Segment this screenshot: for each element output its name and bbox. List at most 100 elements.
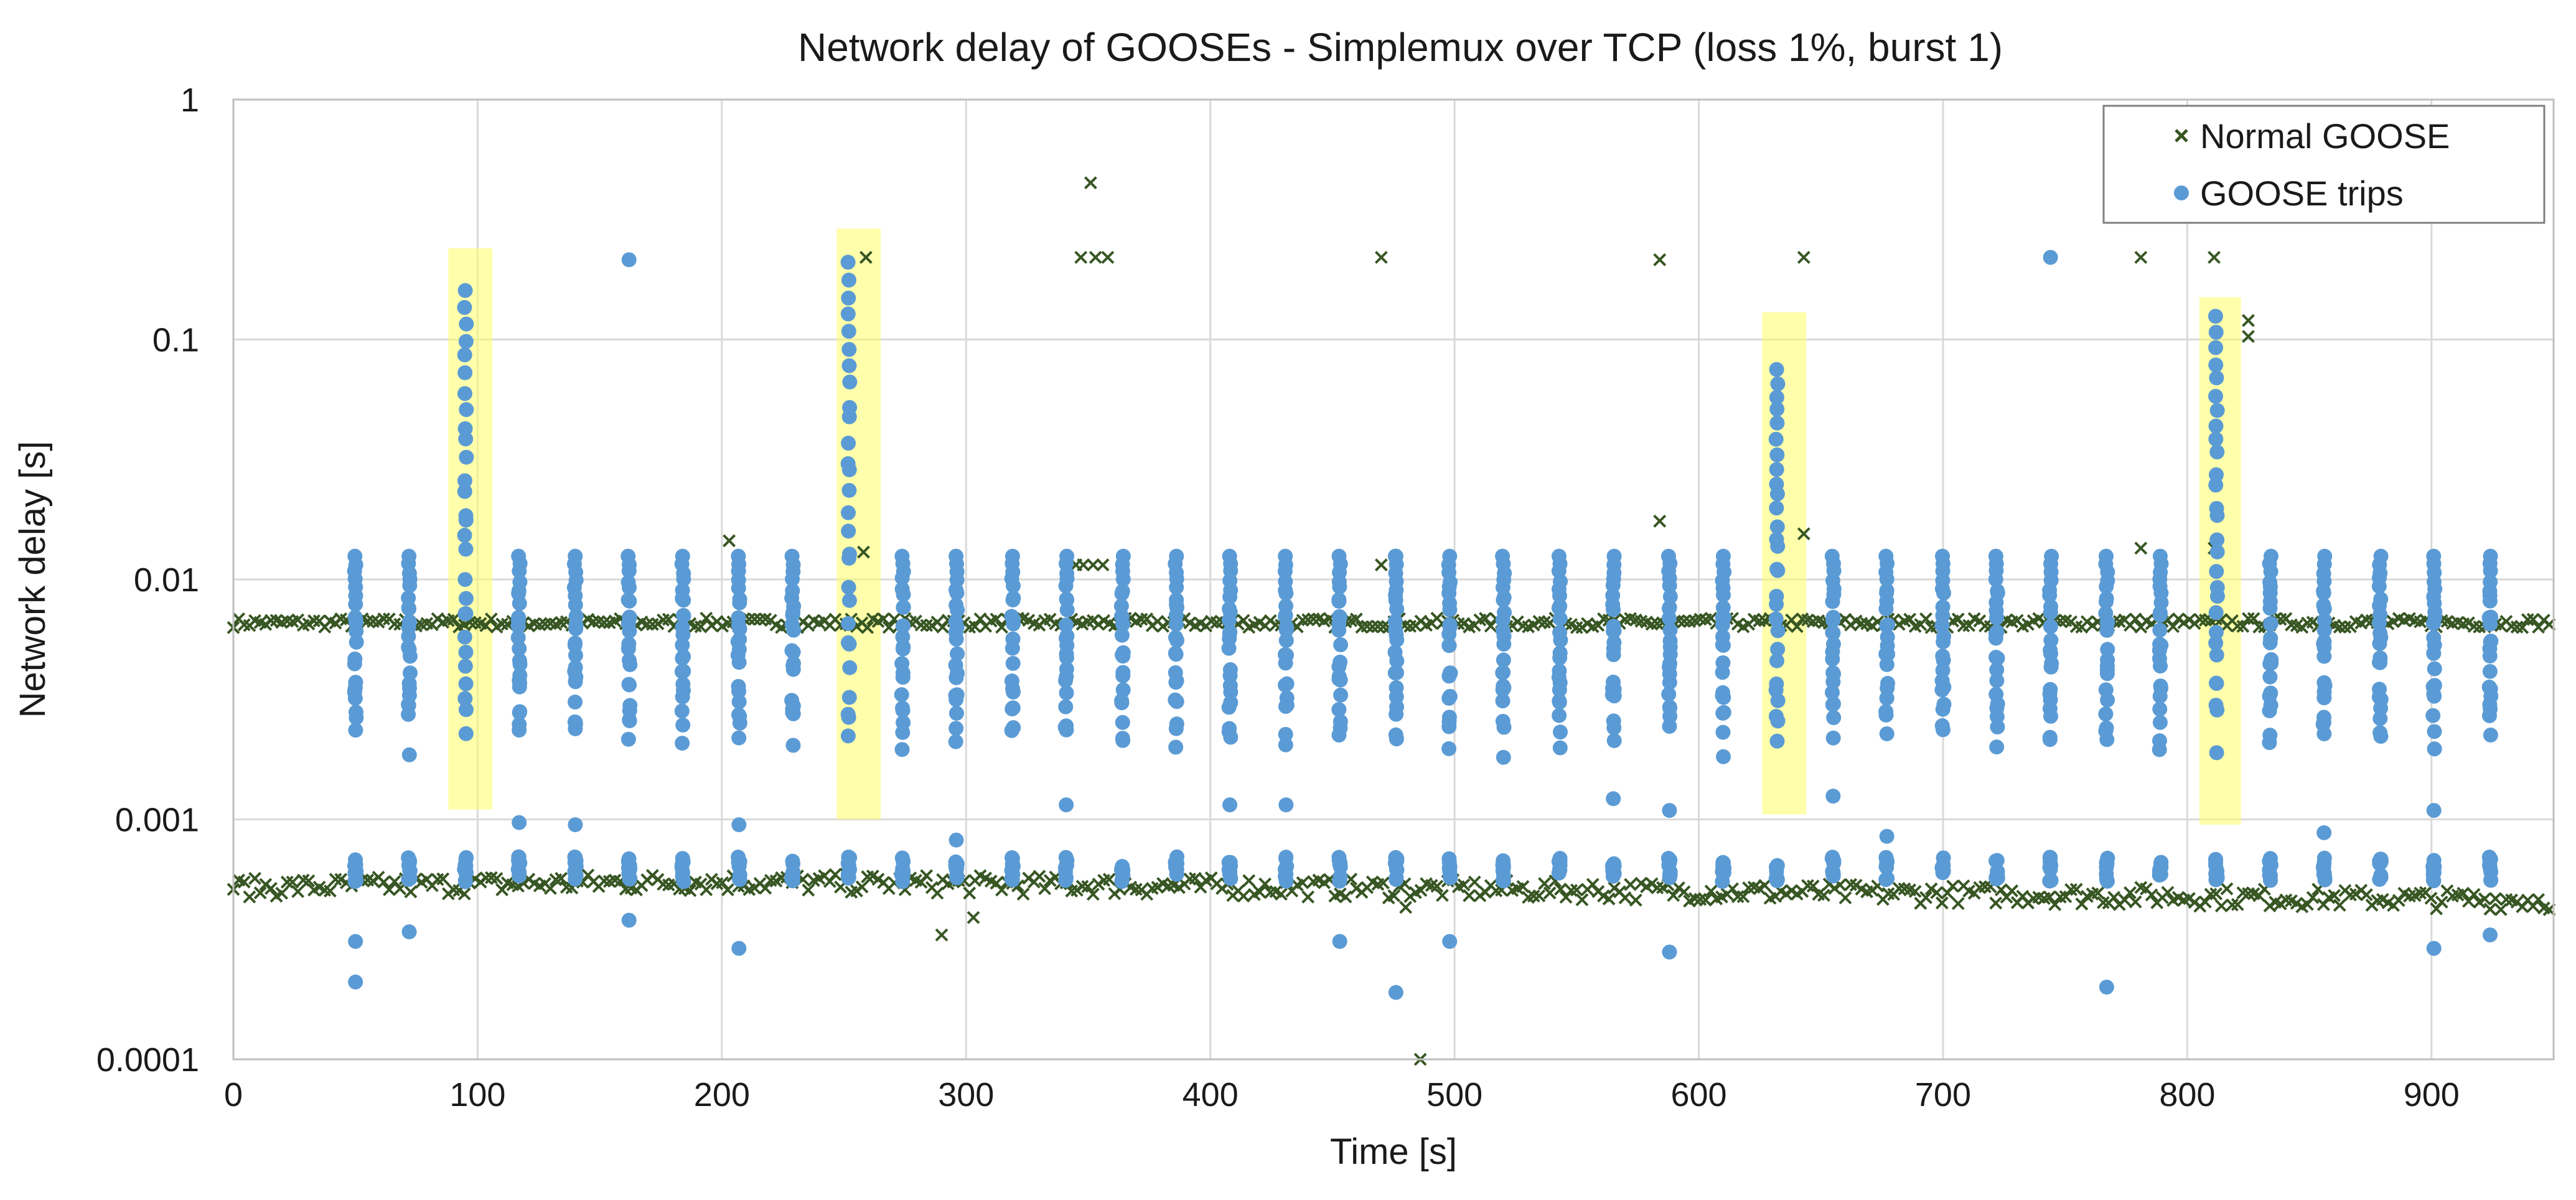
goose-trip-point-1136 [2262, 853, 2277, 868]
y-tick-label-4: 1 [180, 82, 199, 119]
goose-trip-point-418 [1058, 699, 1074, 715]
goose-trip-point-1074 [2208, 697, 2224, 713]
normal-goose-point-471 [436, 872, 450, 886]
goose-trip-point-113 [511, 609, 527, 625]
goose-trip-point-709 [1552, 599, 1568, 614]
goose-trip-point-671 [1496, 665, 1511, 680]
goose-trip-point-78 [457, 473, 472, 489]
goose-trip-point-38 [402, 665, 418, 681]
normal-goose-point-493 [555, 871, 568, 885]
goose-trip-point-1273 [948, 832, 964, 848]
goose-trip-point-479 [1169, 716, 1184, 732]
plot-area-border [232, 98, 2555, 1061]
goose-trip-point-790 [1715, 705, 1731, 721]
goose-trip-point-554 [1278, 598, 1294, 614]
goose-trip-point-1115 [2262, 669, 2278, 685]
goose-trip-point-969 [1988, 548, 2003, 564]
goose-trip-point-161 [621, 731, 636, 747]
goose-trip-point-206 [676, 607, 691, 623]
goose-trip-point-1287 [2099, 979, 2114, 995]
goose-trip-point-771 [1662, 599, 1677, 615]
goose-trip-point-361 [948, 657, 963, 673]
goose-trip-point-512 [1221, 700, 1237, 715]
normal-goose-point-847 [2457, 886, 2470, 900]
goose-trip-point-990 [2043, 632, 2059, 648]
normal-goose-point-392 [2333, 620, 2346, 634]
goose-trip-point-759 [1661, 687, 1677, 702]
normal-goose-point-98 [753, 612, 767, 626]
goose-trip-point-665 [1496, 720, 1512, 735]
goose-trip-point-632 [1441, 741, 1457, 756]
goose-trip-point-1240 [2482, 663, 2498, 679]
goose-trip-point-419 [1059, 685, 1074, 701]
goose-trip-point-853 [1768, 871, 1784, 886]
goose-trip-point-21 [347, 548, 363, 564]
goose-trip-point-1089 [2208, 467, 2224, 482]
goose-trip-point-425 [1059, 646, 1074, 662]
goose-trip-point-702 [1552, 663, 1567, 678]
normal-goose-point-674 [1527, 889, 1540, 903]
goose-trip-point-523 [1222, 601, 1237, 617]
normal-goose-point-377 [2252, 620, 2266, 634]
goose-trip-point-1043 [2152, 715, 2168, 730]
normal-goose-point-807 [2242, 887, 2255, 901]
normal-goose-point-872 [1096, 558, 1110, 572]
normal-goose-point-829 [2359, 888, 2373, 901]
goose-trip-point-374 [948, 548, 964, 564]
normal-goose-point-775 [2069, 883, 2083, 896]
goose-trip-point-845 [1769, 362, 1784, 377]
goose-trip-point-392 [1005, 655, 1021, 671]
normal-goose-point-48 [484, 612, 498, 626]
normal-goose-point-118 [861, 621, 874, 634]
goose-trip-point-1291 [2482, 927, 2498, 943]
goose-trip-point-831 [1769, 561, 1785, 577]
normal-goose-point-883 [1797, 251, 1810, 264]
goose-trip-point-463 [1115, 583, 1130, 599]
goose-trip-point-886 [1879, 726, 1895, 741]
y-tick-label-1: 0.001 [115, 802, 199, 839]
goose-trip-point-560 [1278, 548, 1293, 564]
goose-trip-point-450 [1114, 695, 1130, 711]
goose-trip-point-839 [1769, 447, 1785, 462]
goose-trip-point-427 [1059, 628, 1075, 644]
goose-trip-point-193 [675, 717, 691, 733]
goose-trip-point-391 [1004, 673, 1019, 689]
goose-trip-point-695 [1552, 708, 1567, 723]
goose-trip-point-175 [622, 609, 637, 625]
goose-trip-point-1108 [2208, 851, 2224, 867]
goose-trip-point-73 [458, 541, 474, 557]
goose-trip-point-108 [512, 653, 527, 668]
normal-goose-point-849 [2467, 888, 2481, 901]
goose-trip-point-953 [1988, 687, 2004, 702]
goose-trip-point-630 [1388, 854, 1403, 870]
goose-trip-point-947 [1935, 859, 1951, 874]
goose-trip-point-1265 [348, 934, 363, 949]
goose-trip-point-859 [1824, 685, 1840, 700]
goose-trip-point-677 [1497, 605, 1512, 621]
goose-trip-point-899 [1879, 618, 1895, 634]
goose-trip-point-932 [1935, 599, 1951, 615]
normal-goose-point-785 [2124, 886, 2137, 899]
goose-trip-point-445 [1057, 860, 1073, 876]
goose-trip-point-662 [1442, 863, 1458, 879]
goose-trip-point-460 [1114, 609, 1130, 624]
goose-trip-point-1275 [1222, 797, 1238, 813]
goose-trip-point-696 [1553, 724, 1568, 740]
goose-trip-point-606 [1389, 689, 1404, 705]
goose-trip-point-201 [676, 649, 691, 664]
normal-goose-point-209 [1349, 612, 1363, 626]
normal-goose-point-376 [2247, 612, 2260, 626]
goose-trip-point-229 [731, 678, 746, 694]
goose-trip-point-222 [675, 873, 691, 888]
normal-goose-point-575 [995, 883, 1008, 897]
goose-trip-point-992 [2043, 619, 2058, 634]
goose-trip-point-354 [948, 734, 963, 749]
normal-goose-point-41 [447, 612, 461, 626]
normal-goose-point-877 [1374, 251, 1388, 264]
goose-trip-point-296 [841, 546, 857, 562]
normal-goose-point-50 [495, 617, 509, 631]
normal-goose-point-646 [1377, 876, 1390, 889]
goose-trip-point-1114 [2263, 685, 2279, 701]
goose-trip-point-288 [841, 690, 857, 705]
normal-goose-point-520 [700, 883, 713, 896]
